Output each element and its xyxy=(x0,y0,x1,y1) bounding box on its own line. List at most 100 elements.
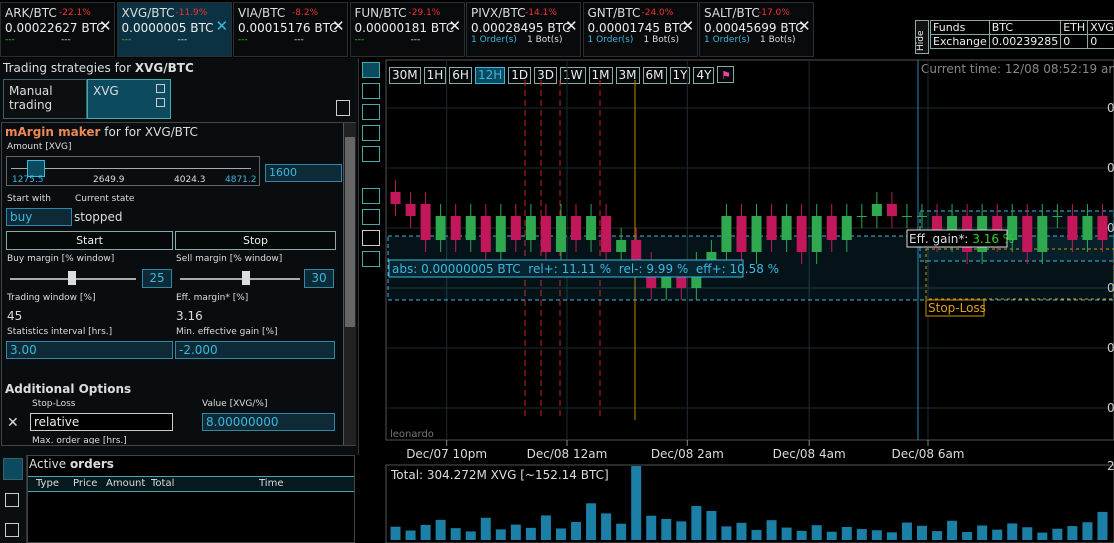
hide-button[interactable]: Hide xyxy=(915,20,929,54)
doc-icon[interactable] xyxy=(336,100,350,116)
close[interactable]: ✕ xyxy=(798,17,811,35)
slider-handle[interactable] xyxy=(27,160,45,177)
amount-slider[interactable]: 1275.5 2649.9 4024.3 4871.2 xyxy=(6,156,260,186)
timeframe-button[interactable]: 1M xyxy=(588,67,613,84)
candle-body xyxy=(706,252,717,264)
bots: --- xyxy=(177,35,188,45)
sell-slider[interactable] xyxy=(180,278,300,280)
volume-bar xyxy=(1022,527,1033,540)
close[interactable]: ✕ xyxy=(332,17,345,35)
tool[interactable] xyxy=(362,125,380,141)
volume-bar xyxy=(826,531,837,540)
candle-body xyxy=(661,276,672,288)
ticker-tab[interactable]: ARK/BTC -22.1% 0.00022627 BTC --- --- ✕ xyxy=(0,2,115,57)
icon[interactable] xyxy=(3,458,23,480)
close[interactable]: ✕ xyxy=(448,17,462,35)
timeframe-button[interactable]: 1D xyxy=(508,67,532,84)
slider-handle[interactable] xyxy=(68,271,76,285)
timeframe-button[interactable]: 1W xyxy=(560,67,586,84)
start-select[interactable]: buy xyxy=(6,208,72,226)
tab[interactable]: XVG xyxy=(87,79,171,119)
timeframe-button[interactable]: 30M xyxy=(389,67,421,84)
cell: 0 xyxy=(1087,34,1114,49)
volume-bar xyxy=(901,522,912,540)
chart-tools xyxy=(362,62,382,272)
tool[interactable] xyxy=(362,251,380,267)
candle-body xyxy=(736,216,747,252)
tool[interactable] xyxy=(362,62,380,78)
value-input[interactable]: 8.00000000 xyxy=(202,413,335,431)
timeframe-button[interactable]: 6M xyxy=(642,67,667,84)
slider-handle[interactable] xyxy=(242,271,250,285)
label: Statistics interval [hrs.] xyxy=(7,327,113,337)
timeframe-button[interactable]: 3D xyxy=(534,67,558,84)
ticker-tab[interactable]: GNT/BTC -24.0% 0.00001745 BTC 1 Order(s) 1 B… xyxy=(582,2,698,57)
orders-header: Type Price Amount Total Time xyxy=(28,476,354,492)
tool[interactable] xyxy=(362,188,380,204)
cell: 0.00239285 xyxy=(988,34,1062,49)
stop-button[interactable]: Stop xyxy=(175,231,336,250)
timeframe-button[interactable]: 6H xyxy=(449,67,472,84)
tool[interactable] xyxy=(362,209,380,225)
volume-bar xyxy=(1082,522,1093,540)
icon[interactable] xyxy=(5,493,19,507)
timeframe-button[interactable]: 3M xyxy=(615,67,640,84)
volume-bar xyxy=(1007,523,1018,540)
candle-body xyxy=(871,204,882,216)
buy-margin[interactable]: 25 xyxy=(142,269,172,288)
volume-bar xyxy=(932,531,943,540)
funds-header: Funds BTC ETH XVG xyxy=(930,20,1114,35)
candle-body xyxy=(525,216,536,240)
funds-row: Exchange 0.00239285 0 0 xyxy=(930,34,1114,49)
pair: PIVX/BTC xyxy=(471,6,526,20)
title-a: Active xyxy=(29,457,70,471)
candle-body xyxy=(435,216,446,240)
change: -22.1% xyxy=(59,8,91,18)
tool[interactable] xyxy=(362,230,380,246)
timeframe-button[interactable]: 1Y xyxy=(669,67,691,84)
timeframe-button[interactable]: 4Y xyxy=(693,67,715,84)
scrollbar[interactable] xyxy=(343,123,356,445)
stop-loss-select[interactable]: relative xyxy=(30,413,173,431)
close-icon[interactable] xyxy=(156,84,165,93)
volume-label: Total: 304.272M XVG [~152.14 BTC] xyxy=(390,468,609,482)
sell-margin[interactable]: 30 xyxy=(304,269,334,288)
stats-input[interactable]: 3.00 xyxy=(6,341,173,359)
bot-title: mArgin maker for for XVG/BTC xyxy=(5,125,198,139)
flag-button[interactable]: ⚑ xyxy=(717,66,735,83)
candle-body xyxy=(751,216,762,252)
y-tick-label: 0 xyxy=(1107,341,1114,355)
timeframe-button[interactable]: 12H xyxy=(474,67,506,84)
candle-body xyxy=(631,240,642,264)
tool[interactable] xyxy=(362,146,380,162)
close[interactable]: ✕ xyxy=(681,17,695,35)
remove-icon[interactable]: ✕ xyxy=(7,415,19,431)
value: 45 xyxy=(7,309,23,323)
candle-body xyxy=(465,216,476,240)
timeframe-button[interactable]: 1H xyxy=(423,67,447,84)
ticker-tab[interactable]: FUN/BTC -29.1% 0.00000181 BTC --- --- ✕ xyxy=(349,2,465,57)
close[interactable]: ✕ xyxy=(565,17,578,35)
tool[interactable] xyxy=(362,104,380,120)
min-gain-input[interactable]: -2.000 xyxy=(175,341,335,359)
scroll-thumb[interactable] xyxy=(345,137,355,327)
close[interactable]: ✕ xyxy=(215,17,229,35)
tab[interactable]: Manual trading xyxy=(3,79,87,119)
icon[interactable] xyxy=(5,523,19,537)
ticker-tab[interactable]: SALT/BTC -17.0% 0.00045699 BTC 1 Order(s) 1 … xyxy=(699,2,814,57)
ticker-tab[interactable]: XVG/BTC -11.9% 0.0000005 BTC --- --- ✕ xyxy=(116,2,232,57)
candle-body xyxy=(555,216,566,252)
copy-icon[interactable] xyxy=(156,98,165,107)
ticker-tab[interactable]: PIVX/BTC -14.1% 0.00028495 BTC 1 Order(s) 1 … xyxy=(466,2,581,57)
start-button[interactable]: Start xyxy=(6,231,173,250)
panel-title: Trading strategies for XVG/BTC xyxy=(3,61,194,75)
cell: XVG xyxy=(1087,20,1114,35)
candle-body xyxy=(495,216,506,252)
orders: 1 Order(s) xyxy=(471,35,517,45)
ticker-tab[interactable]: VIA/BTC -8.2% 0.00015176 BTC --- --- ✕ xyxy=(233,2,348,57)
change: -14.1% xyxy=(525,8,557,18)
close[interactable]: ✕ xyxy=(99,17,112,35)
volume-bar xyxy=(495,529,506,540)
tool[interactable] xyxy=(362,83,380,99)
amount-input[interactable]: 1600 xyxy=(265,164,342,182)
